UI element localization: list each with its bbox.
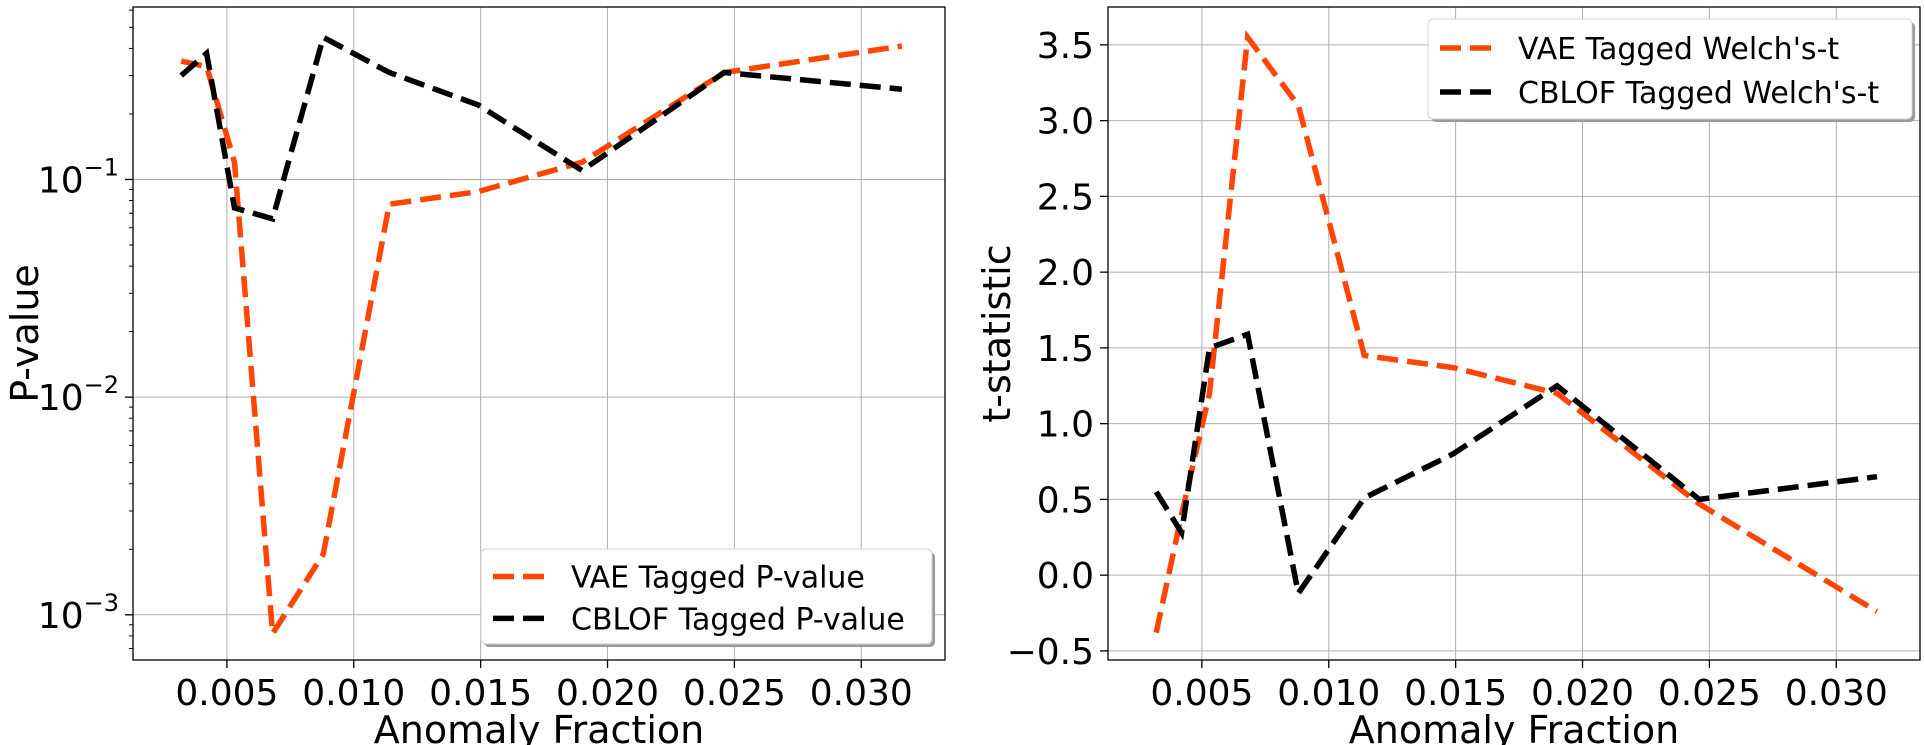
chart-pvalue: 0.005 0.010 0.015 0.020 0.025 0.030 10−3 10−2 10… <box>3 6 946 745</box>
chart-tstatistic: 0.005 0.010 0.015 0.020 0.025 0.030 −0.5 0.0 0.5… <box>975 6 1921 745</box>
legend-label-1: CBLOF Tagged P-value <box>571 602 905 637</box>
minor-ticks <box>129 9 133 650</box>
plot-frame <box>1107 6 1921 661</box>
y-axis-label: P-value <box>3 264 47 403</box>
legend-label-1: CBLOF Tagged Welch's-t <box>1518 76 1879 111</box>
x-tick-label: 0.005 <box>175 673 278 714</box>
x-tick-label: 0.015 <box>1404 673 1507 714</box>
legend-box <box>480 548 933 645</box>
series-line-1 <box>179 33 903 223</box>
y-tick-label: 0.5 <box>1037 480 1094 521</box>
x-tick-label: 0.025 <box>683 673 786 714</box>
legend: VAE Tagged P-value CBLOF Tagged P-value <box>480 548 935 647</box>
legend: VAE Tagged Welch's-t CBLOF Tagged Welch's… <box>1427 18 1915 122</box>
x-tick-label: 0.020 <box>556 673 659 714</box>
x-tick-label: 0.005 <box>1150 673 1253 714</box>
x-tick-label: 0.010 <box>1277 673 1380 714</box>
legend-box <box>1427 18 1913 120</box>
x-axis-label: Anomaly Fraction <box>374 708 704 745</box>
y-tick-label: 10−3 <box>38 589 119 637</box>
y-tick-label: 0.0 <box>1037 556 1094 597</box>
x-tick-label: 0.020 <box>1531 673 1634 714</box>
x-tick-label: 0.010 <box>302 673 405 714</box>
y-tick-label: 2.0 <box>1037 253 1094 294</box>
x-tick-label: 0.030 <box>1785 673 1888 714</box>
x-tick-label: 0.030 <box>810 673 913 714</box>
legend-label-0: VAE Tagged P-value <box>571 561 865 596</box>
y-tick-label: 3.0 <box>1037 102 1094 143</box>
y-tick-label: 10−1 <box>38 153 119 201</box>
y-tick-label: −0.5 <box>1007 632 1094 673</box>
y-tick-label: 3.5 <box>1037 26 1094 67</box>
x-axis-label: Anomaly Fraction <box>1349 708 1679 745</box>
x-tick-label: 0.025 <box>1658 673 1761 714</box>
y-tick-label: 1.5 <box>1037 329 1094 370</box>
y-tick-label: 10−2 <box>38 371 119 419</box>
y-axis-label: t-statistic <box>975 244 1019 422</box>
x-tick-label: 0.015 <box>429 673 532 714</box>
legend-label-0: VAE Tagged Welch's-t <box>1518 32 1839 67</box>
y-tick-label: 1.0 <box>1037 405 1094 446</box>
series-line-1 <box>1153 330 1878 601</box>
series-line-0 <box>180 43 903 642</box>
y-tick-label: 2.5 <box>1037 177 1094 218</box>
plot-frame <box>132 6 946 661</box>
series-line-0 <box>1153 30 1879 634</box>
